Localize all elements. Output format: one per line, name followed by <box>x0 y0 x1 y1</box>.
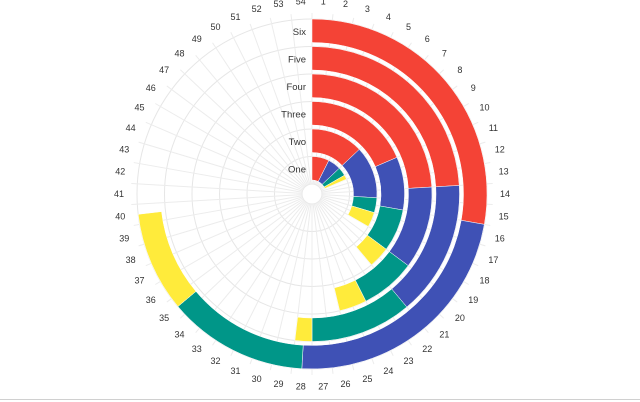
angular-tick-label: 43 <box>119 144 129 154</box>
angular-tick-label: 33 <box>192 344 202 354</box>
angular-tick-label: 20 <box>455 313 465 323</box>
bar-two-series-4[interactable] <box>347 205 375 227</box>
angular-tick-label: 45 <box>135 102 145 112</box>
angular-tick-label: 4 <box>386 12 391 22</box>
angular-tick-label: 17 <box>488 255 498 265</box>
category-label-three: Three <box>281 110 306 121</box>
angular-tick-label: 41 <box>114 189 124 199</box>
grid-spoke <box>131 194 303 206</box>
angular-tick-label: 31 <box>231 366 241 376</box>
angular-tick-label: 15 <box>499 211 509 221</box>
grid-spoke <box>290 14 312 185</box>
angular-tick-label: 2 <box>343 0 348 9</box>
angular-tick-label: 1 <box>321 0 326 6</box>
angular-tick-label: 53 <box>273 0 283 9</box>
category-label-one: One <box>288 165 306 176</box>
category-label-six: Six <box>293 27 306 38</box>
grid-spoke <box>138 141 303 192</box>
angular-tick-label: 36 <box>146 295 156 305</box>
bar-three-series-4[interactable] <box>355 234 387 266</box>
angular-tick-label: 3 <box>365 4 370 14</box>
grid-spoke <box>195 55 306 187</box>
angular-tick-label: 49 <box>192 34 202 44</box>
angular-tick-label: 47 <box>159 65 169 75</box>
grid-spoke <box>145 121 304 191</box>
angular-tick-label: 40 <box>115 211 125 221</box>
angular-tick-label: 52 <box>252 4 262 14</box>
angular-tick-label: 54 <box>296 0 306 6</box>
angular-tick-label: 11 <box>489 123 498 133</box>
bar-four-series-4[interactable] <box>333 279 367 312</box>
grid-spoke <box>131 182 303 194</box>
grid-spoke <box>230 32 308 186</box>
grid-spoke <box>249 23 310 185</box>
category-label-two: Two <box>289 137 306 148</box>
category-labels: One Two Three Four Five Six <box>281 27 306 176</box>
grid-spoke <box>212 42 307 186</box>
angular-tick-label: 22 <box>422 344 432 354</box>
angular-tick-label: 12 <box>495 144 505 154</box>
angular-tick-label: 16 <box>495 234 505 244</box>
angular-tick-label: 35 <box>159 313 169 323</box>
bar-three-series-2[interactable] <box>375 157 405 211</box>
angular-tick-label: 26 <box>341 379 351 389</box>
angular-tick-label: 28 <box>296 382 306 392</box>
grid-spoke <box>133 162 303 193</box>
angular-tick-label: 7 <box>442 49 447 59</box>
grid-spoke <box>154 103 304 190</box>
category-label-four: Four <box>286 82 306 93</box>
angular-tick-label: 42 <box>115 167 125 177</box>
angular-tick-label: 18 <box>479 276 489 286</box>
angular-tick-label: 32 <box>210 356 220 366</box>
angular-tick-label: 23 <box>403 356 413 366</box>
angular-tick-label: 8 <box>457 65 462 75</box>
angular-tick-label: 10 <box>479 102 489 112</box>
angular-tick-label: 21 <box>439 329 449 339</box>
grid-spoke <box>166 85 305 189</box>
angular-tick-label: 39 <box>119 234 129 244</box>
angular-tick-label: 51 <box>231 12 241 22</box>
angular-tick-label: 38 <box>126 255 136 265</box>
angular-tick-label: 5 <box>406 22 411 32</box>
angular-tick-label: 44 <box>126 123 136 133</box>
angular-tick-label: 25 <box>362 374 372 384</box>
angular-tick-label: 46 <box>146 83 156 93</box>
angular-tick-label: 29 <box>273 379 283 389</box>
bar-five-series-4[interactable] <box>294 316 313 342</box>
angular-tick-label: 48 <box>175 49 185 59</box>
angular-tick-label: 27 <box>318 382 328 392</box>
angular-tick-label: 14 <box>500 189 510 199</box>
angular-tick-label: 6 <box>425 34 430 44</box>
angular-tick-label: 50 <box>210 22 220 32</box>
grid-ring <box>301 183 323 205</box>
angular-tick-labels: 1 234567891011121314151617181920212223242… <box>114 0 510 392</box>
bar-one-series-4[interactable] <box>323 174 347 189</box>
angular-tick-label: 13 <box>499 167 509 177</box>
bar-layer <box>137 18 488 370</box>
angular-tick-label: 19 <box>468 295 478 305</box>
angular-tick-label: 37 <box>135 276 145 286</box>
category-label-five: Five <box>288 55 306 66</box>
angular-tick-label: 24 <box>383 366 393 376</box>
bottom-divider <box>0 399 640 400</box>
grid-spoke <box>180 69 306 188</box>
grid-spoke <box>269 17 311 185</box>
angular-tick-label: 34 <box>175 329 185 339</box>
angular-tick-label: 30 <box>252 374 262 384</box>
angular-tick-label: 9 <box>471 83 476 93</box>
bar-six-series-4[interactable] <box>137 211 197 307</box>
